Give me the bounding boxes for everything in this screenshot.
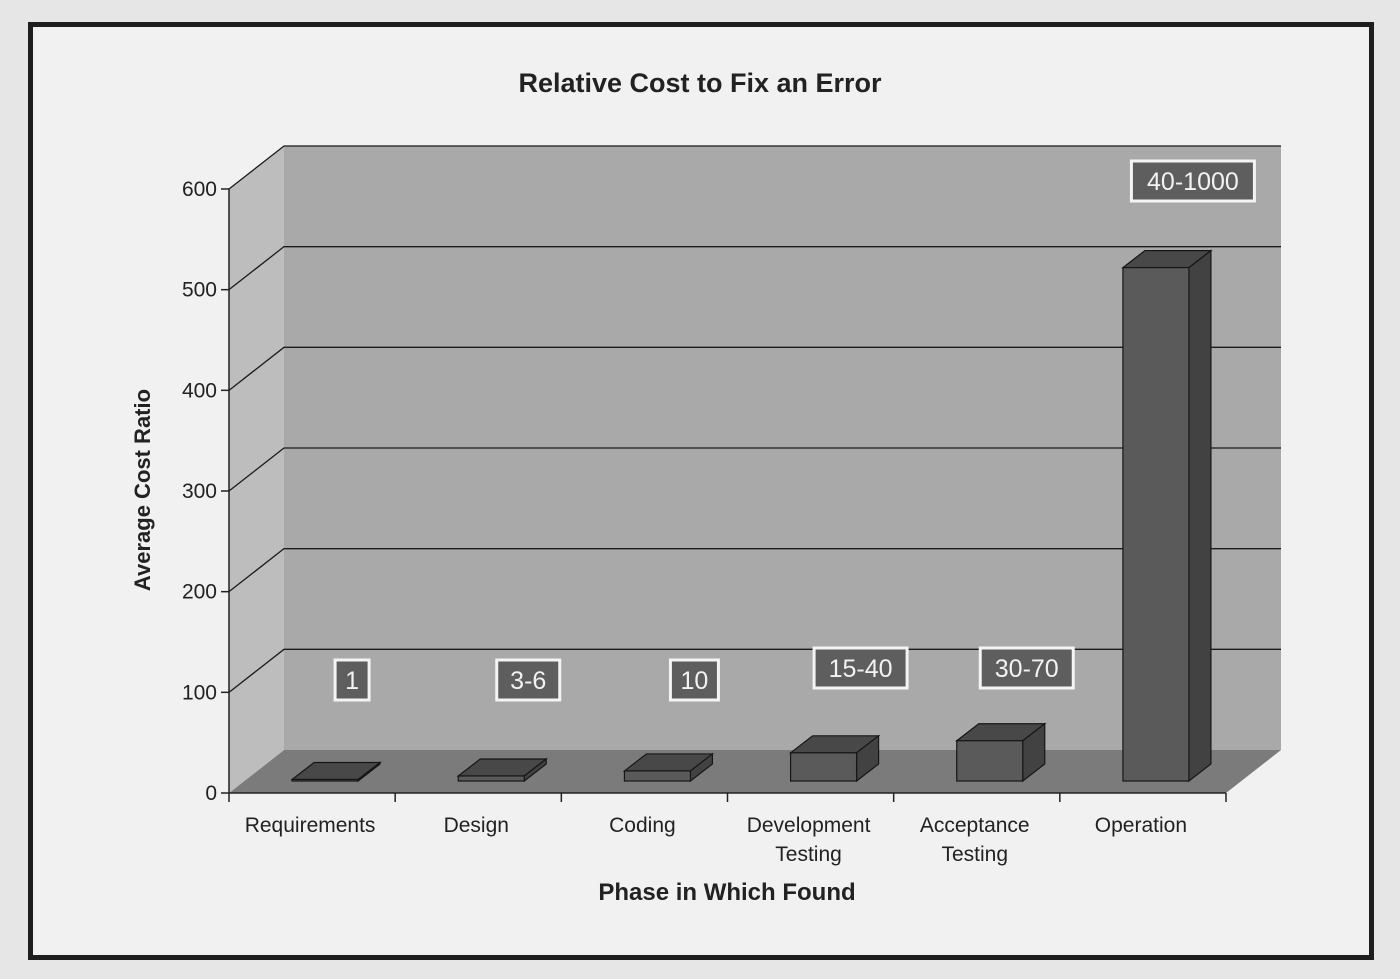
x-category-label-line: Operation — [1095, 814, 1187, 837]
x-category-label-line: Coding — [609, 814, 676, 837]
x-category-label: Operation — [1095, 814, 1187, 837]
x-category-label: Acceptance Testing — [920, 814, 1030, 866]
data-label-box — [668, 658, 720, 702]
y-tick-label: 100 — [182, 681, 217, 704]
data-label-box — [495, 658, 562, 702]
y-axis-label: Average Cost Ratio — [130, 389, 155, 591]
bar — [291, 778, 359, 782]
gridline — [228, 145, 1281, 190]
gridline — [228, 648, 1281, 693]
data-label-box — [333, 658, 371, 702]
y-tick-label: 0 — [205, 782, 217, 805]
data-label: 1 — [345, 667, 359, 695]
plot-area: 0 100 200 300 400 500 600 1 Requirements 3-6 Desig… — [182, 145, 1281, 866]
x-category-label: Design — [444, 814, 509, 837]
gridline — [228, 346, 1281, 391]
bar — [956, 740, 1024, 782]
y-tick-label: 500 — [182, 279, 217, 302]
x-category-label-line: Testing — [775, 843, 842, 866]
x-category-label: Coding — [609, 814, 676, 837]
data-label-box — [978, 646, 1075, 690]
y-tick-label: 200 — [182, 581, 217, 604]
bar — [1122, 267, 1190, 782]
bar — [789, 752, 858, 782]
data-label: 15-40 — [829, 655, 893, 683]
bar — [457, 775, 525, 782]
data-label-box — [1129, 159, 1256, 203]
y-tick-label: 400 — [182, 379, 217, 402]
gridline — [228, 246, 1281, 291]
data-label-box — [812, 646, 909, 690]
bar-side — [1188, 249, 1212, 783]
chart-title: Relative Cost to Fix an Error — [518, 68, 882, 98]
x-category-label-line: Development — [747, 814, 871, 837]
x-category-label: Requirements — [245, 814, 376, 837]
gridline — [228, 447, 1281, 492]
y-tick-label: 300 — [182, 480, 217, 503]
y-tick-label: 600 — [182, 178, 217, 201]
data-label: 3-6 — [510, 667, 546, 695]
x-category-label-line: Testing — [941, 843, 1008, 866]
x-category-label-line: Acceptance — [920, 814, 1030, 837]
x-category-label-line: Requirements — [245, 814, 376, 837]
data-label: 40-1000 — [1147, 168, 1239, 196]
data-label: 10 — [681, 667, 709, 695]
bar — [623, 770, 692, 782]
data-label: 30-70 — [995, 655, 1059, 683]
x-category-label: Development Testing — [747, 814, 871, 866]
x-axis-label: Phase in Which Found — [598, 879, 855, 906]
x-category-label-line: Design — [444, 814, 509, 837]
gridline — [228, 548, 1281, 593]
